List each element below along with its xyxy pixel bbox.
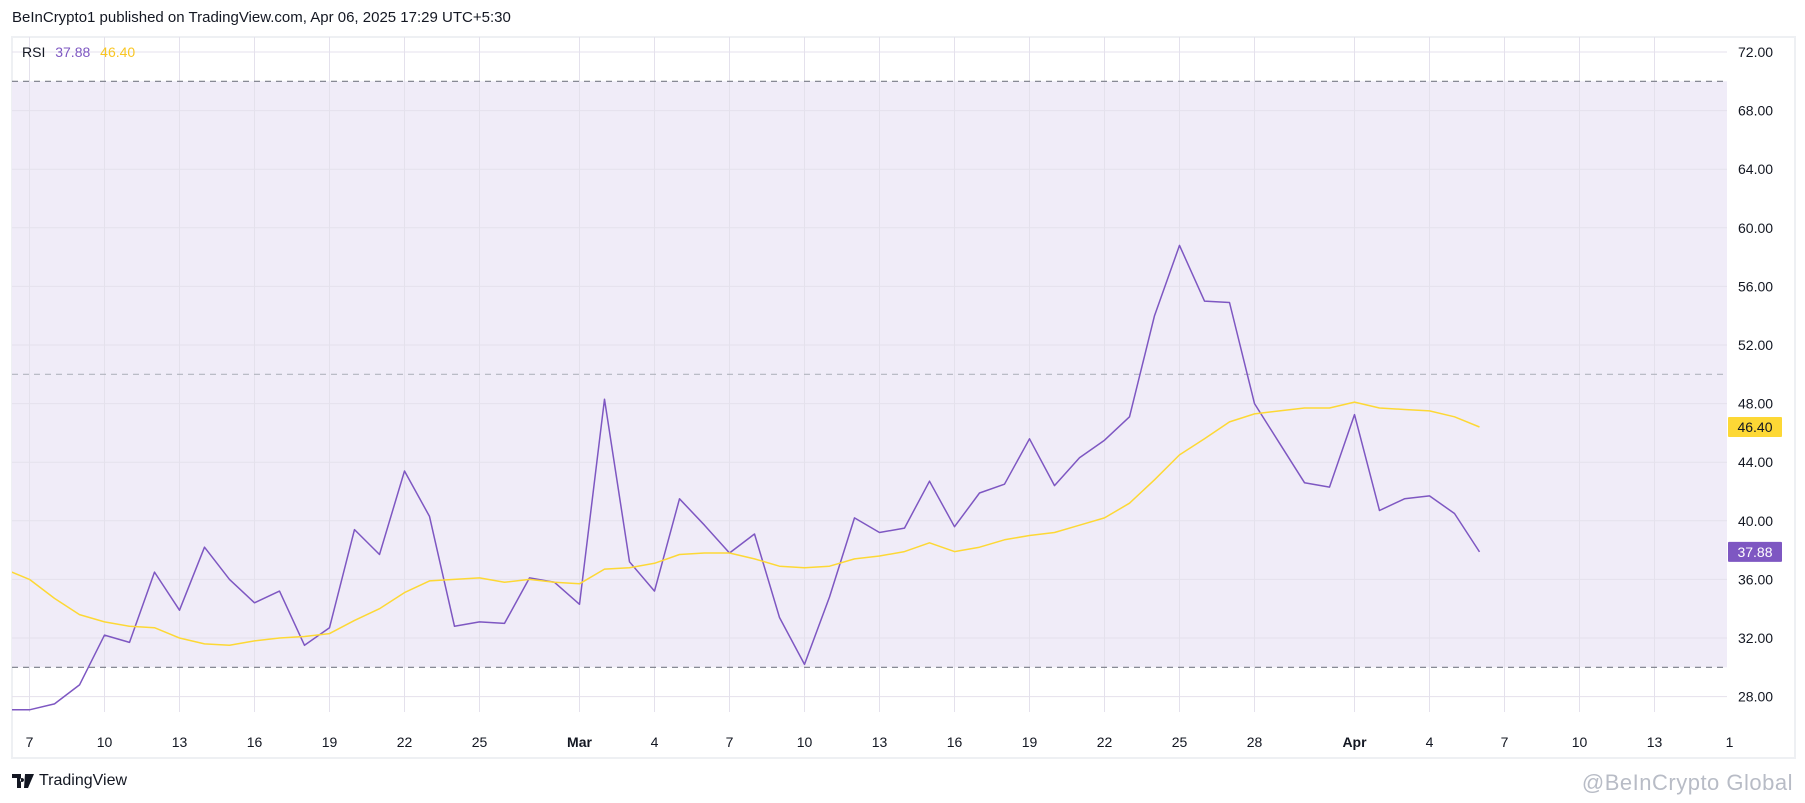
x-tick-label: 1 bbox=[1726, 734, 1734, 750]
y-tick-label: 32.00 bbox=[1738, 630, 1773, 646]
x-tick-label: 13 bbox=[172, 734, 188, 750]
y-tick-label: 68.00 bbox=[1738, 103, 1773, 119]
x-tick-label: 19 bbox=[322, 734, 338, 750]
x-tick-label: 28 bbox=[1247, 734, 1263, 750]
x-tick-label: 25 bbox=[472, 734, 488, 750]
x-tick-label: 4 bbox=[1426, 734, 1434, 750]
publish-info: BeInCrypto1 published on TradingView.com… bbox=[12, 9, 511, 26]
y-tick-label: 36.00 bbox=[1738, 571, 1773, 587]
x-tick-label: 22 bbox=[397, 734, 413, 750]
tradingview-logo-icon bbox=[12, 774, 34, 788]
x-tick-label: 19 bbox=[1022, 734, 1038, 750]
x-tick-label: 13 bbox=[1647, 734, 1663, 750]
x-tick-label: 10 bbox=[97, 734, 113, 750]
x-tick-label: 16 bbox=[947, 734, 963, 750]
x-tick-label: 13 bbox=[872, 734, 888, 750]
y-tick-label: 28.00 bbox=[1738, 689, 1773, 705]
x-tick-label: 22 bbox=[1097, 734, 1113, 750]
y-tick-label: 72.00 bbox=[1738, 44, 1773, 60]
indicator-legend[interactable]: RSI 37.88 46.40 bbox=[22, 44, 141, 60]
x-tick-label: Mar bbox=[567, 734, 592, 750]
tradingview-logo-text: TradingView bbox=[39, 772, 128, 789]
x-tick-label: 4 bbox=[651, 734, 659, 750]
y-tick-label: 56.00 bbox=[1738, 278, 1773, 294]
ma-last-value-badge-text: 46.40 bbox=[1737, 419, 1772, 435]
y-tick-label: 44.00 bbox=[1738, 454, 1773, 470]
legend-indicator-name: RSI bbox=[22, 44, 46, 60]
watermark: @BeInCrypto Global bbox=[1581, 770, 1793, 795]
rsi-last-value-badge-text: 37.88 bbox=[1737, 544, 1772, 560]
x-tick-label: 16 bbox=[247, 734, 263, 750]
rsi-ma-line bbox=[12, 401, 1480, 647]
x-tick-label: Apr bbox=[1342, 734, 1367, 750]
x-tick-label: 25 bbox=[1172, 734, 1188, 750]
rsi-band-background bbox=[12, 81, 1727, 668]
x-tick-label: 7 bbox=[26, 734, 34, 750]
y-tick-label: 60.00 bbox=[1738, 220, 1773, 236]
x-tick-label: 10 bbox=[1572, 734, 1588, 750]
y-tick-label: 40.00 bbox=[1738, 513, 1773, 529]
tradingview-logo[interactable]: TradingView bbox=[12, 772, 127, 790]
legend-ma-value: 46.40 bbox=[100, 44, 136, 60]
x-tick-label: 10 bbox=[797, 734, 813, 750]
y-tick-label: 48.00 bbox=[1738, 396, 1773, 412]
ma-last-value-badge bbox=[1728, 417, 1782, 438]
legend-rsi-value: 37.88 bbox=[55, 44, 91, 60]
y-tick-label: 64.00 bbox=[1738, 161, 1773, 177]
x-tick-label: 7 bbox=[726, 734, 734, 750]
y-tick-label: 52.00 bbox=[1738, 337, 1773, 353]
rsi-last-value-badge bbox=[1728, 541, 1782, 562]
x-tick-label: 7 bbox=[1501, 734, 1509, 750]
rsi-line bbox=[12, 244, 1481, 711]
